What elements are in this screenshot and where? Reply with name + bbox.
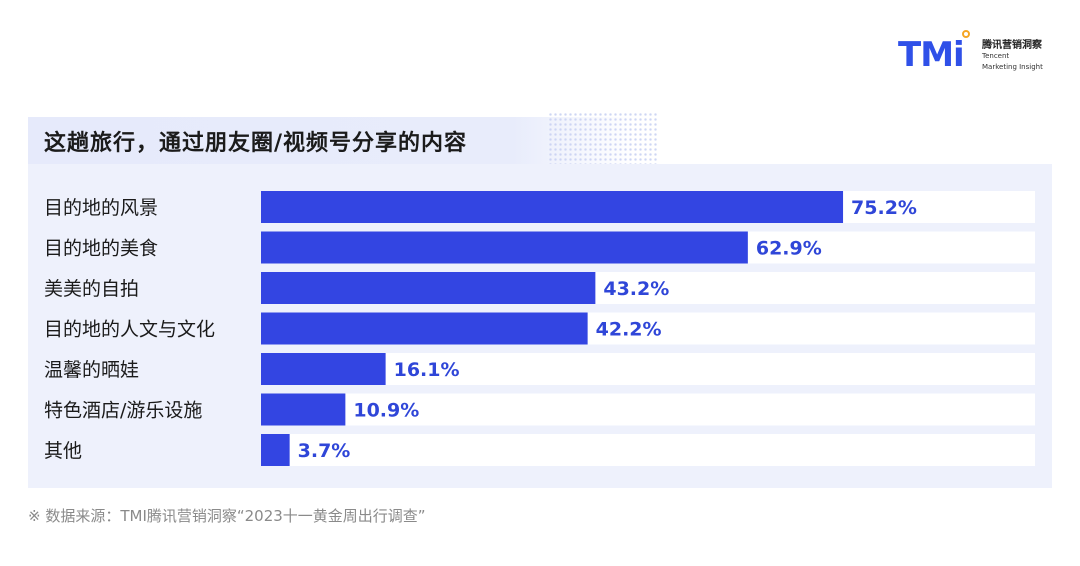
data-label: 75.2% — [851, 197, 917, 219]
logo-dot-icon — [962, 30, 970, 38]
data-label: 16.1% — [394, 359, 460, 381]
chart-panel: 目的地的风景 75.2% 目的地的美食 62.9% 美美的自拍 43.2% 目的地的人文与文… — [28, 164, 1052, 488]
bar — [261, 353, 386, 385]
bar — [261, 231, 748, 264]
chart-title: 这趟旅行，通过朋友圈/视频号分享的内容 — [44, 131, 468, 156]
tmi-logo: TMi 腾讯营销洞察 Tencent Marketing Insight — [898, 30, 1048, 78]
category-label: 目的地的美食 — [44, 238, 158, 260]
bar-chart: 目的地的风景 75.2% 目的地的美食 62.9% 美美的自拍 43.2% 目的地的人文与文… — [44, 191, 1035, 466]
logo-name-cn: 腾讯营销洞察 — [982, 40, 1042, 51]
category-label: 美美的自拍 — [44, 278, 139, 300]
data-label: 42.2% — [596, 319, 662, 341]
bar — [261, 434, 290, 466]
bar — [261, 393, 346, 426]
data-label: 62.9% — [756, 238, 822, 260]
logo-text: 腾讯营销洞察 Tencent Marketing Insight — [982, 40, 1043, 73]
bar-track — [261, 434, 1035, 466]
bar — [261, 312, 588, 345]
category-label: 目的地的人文与文化 — [44, 319, 215, 341]
bar — [261, 272, 596, 304]
logo-name-en-1: Tencent — [982, 52, 1010, 60]
title-dot-pattern — [548, 112, 658, 164]
category-label: 温馨的晒娃 — [44, 359, 139, 381]
data-label: 43.2% — [603, 278, 669, 300]
category-label: 目的地的风景 — [44, 197, 158, 219]
logo-mark: TMi — [898, 35, 965, 75]
logo-name-en-2: Marketing Insight — [982, 63, 1043, 71]
title-band — [28, 117, 634, 164]
bar — [261, 191, 844, 223]
bar-track — [261, 393, 1035, 426]
source-footnote: ※ 数据来源：TMI腾讯营销洞察“2023十一黄金周出行调查” — [28, 507, 426, 525]
data-label: 10.9% — [353, 400, 419, 422]
category-label: 特色酒店/游乐设施 — [44, 400, 202, 422]
bar-track — [261, 353, 1035, 385]
category-label: 其他 — [44, 440, 82, 462]
data-label: 3.7% — [298, 440, 351, 462]
